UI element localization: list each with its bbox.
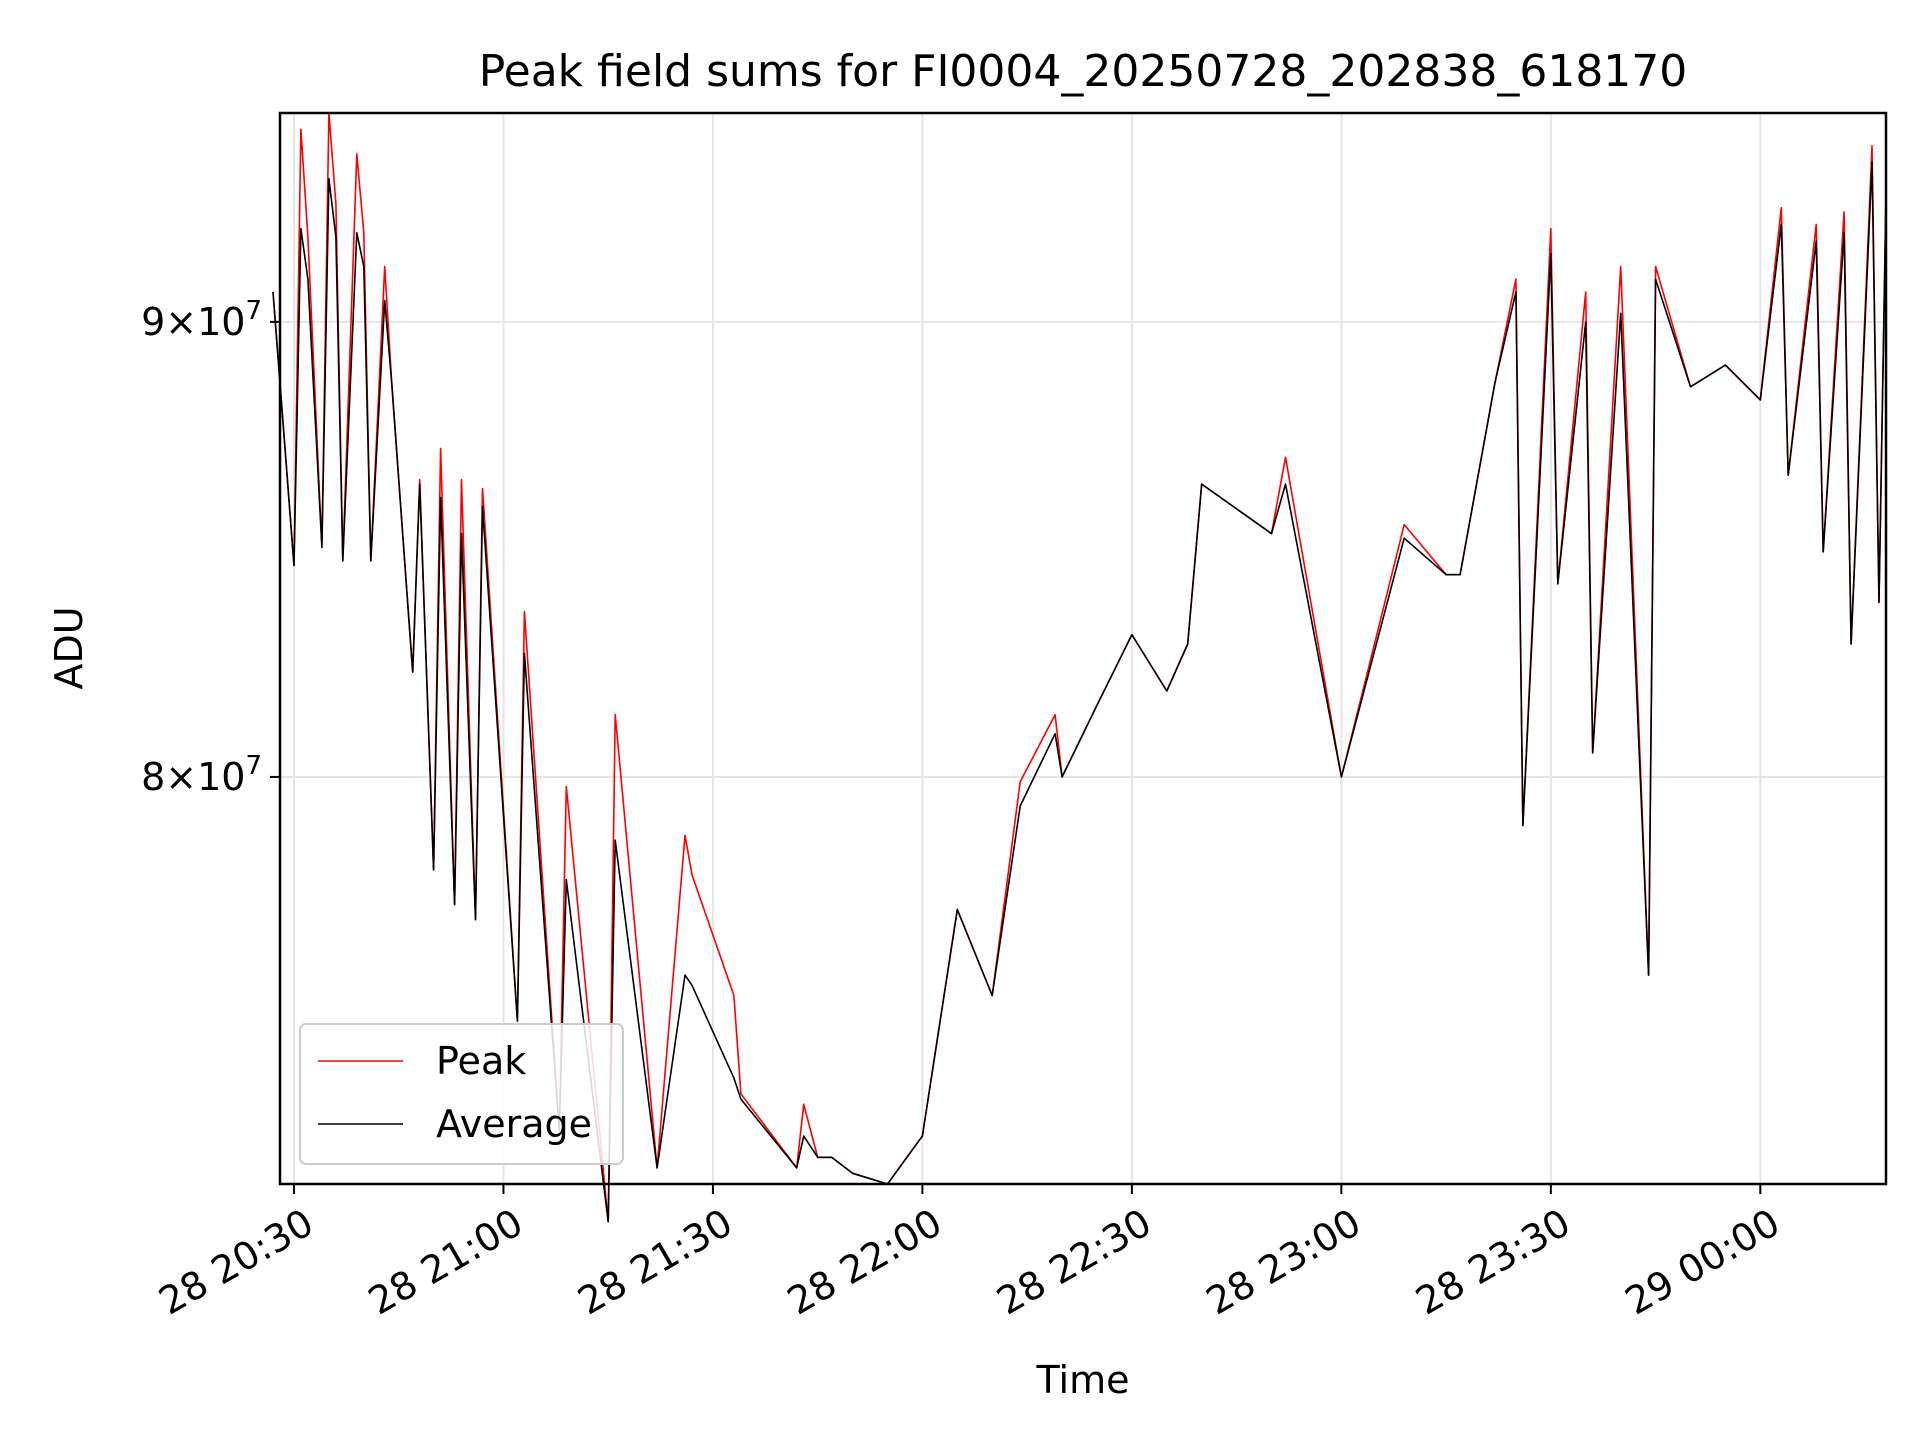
y-axis-ticks: 8×107 9×107: [141, 296, 280, 799]
y-tick-label: 9×107: [141, 296, 262, 344]
grid-lines: [280, 113, 1886, 1184]
x-axis-label: Time: [1036, 1358, 1130, 1402]
y-axis-label: ADU: [47, 606, 91, 689]
legend-label-average: Average: [436, 1102, 592, 1146]
legend-label-peak: Peak: [436, 1039, 526, 1083]
legend-box: [299, 1023, 624, 1165]
chart-title: Peak field sums for FI0004_20250728_2028…: [479, 46, 1688, 97]
y-tick-label: 8×107: [141, 751, 262, 799]
series-line-average: [272, 161, 1887, 1223]
legend: Peak Average: [299, 1023, 624, 1165]
plot-frame: [278, 111, 1888, 1186]
series-lines: [272, 112, 1887, 1223]
